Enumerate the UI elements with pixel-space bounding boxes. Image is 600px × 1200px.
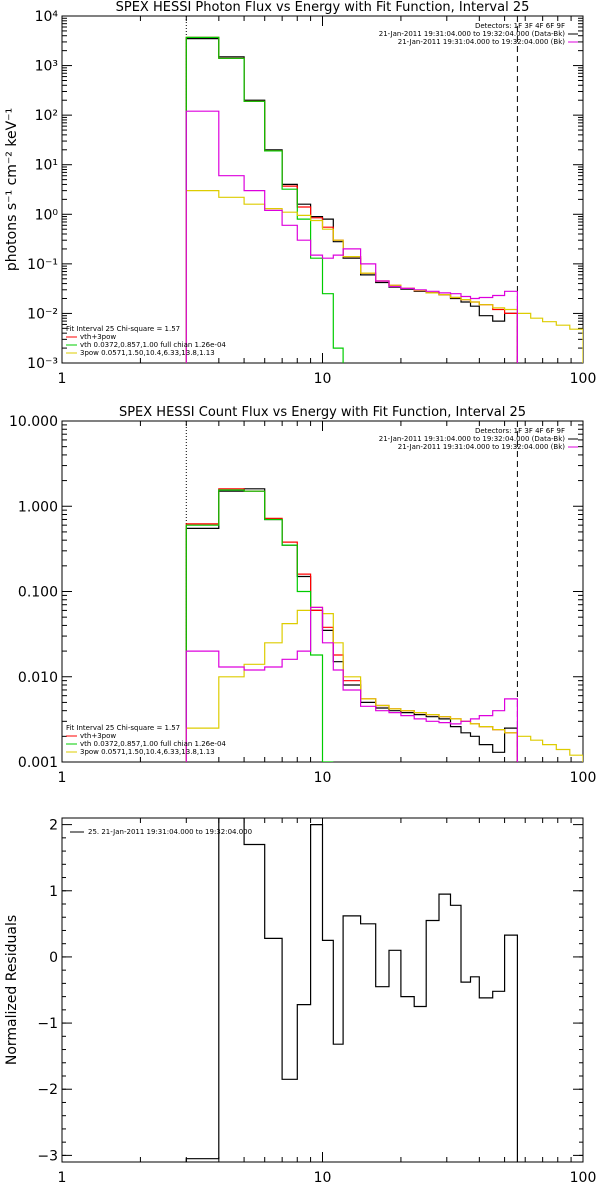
legend-top-text: 21-Jan-2011 19:31:04.000 to 19:32:04.000… [379,435,566,443]
chart-panel-3: 1 10 100 −3 −2 −1 0 1 2 Normalized Residuals 25. 2… [4,817,597,1186]
y-tick-label: 0 [49,950,58,966]
chart-title: SPEX HESSI Count Flux vs Energy with Fit… [119,405,526,420]
x-tick-label: 100 [570,371,597,387]
x-tick-label: 10 [314,770,332,786]
legend-top-text: 21-Jan-2011 19:31:04.000 to 19:32:04.000… [379,30,566,38]
x-tick-label: 1 [58,770,67,786]
y-tick-label: 10.000 [9,414,58,430]
series-group [185,818,518,1162]
legend-top-text: Detectors: 1F 3F 4F 6F 9F [475,22,565,30]
y-tick-label: 10¹ [35,158,58,174]
series-line-5 [185,110,518,363]
y-tick-label: 0.001 [18,755,58,771]
legend-bottom-text: 3pow 0.0571,1.50,10.4,6.33,13.8,1.13 [80,748,215,756]
legend-top-text: 21-Jan-2011 19:31:04.000 to 19:32:04.000… [398,38,566,46]
legend-bottom-text: Fit Interval 25 Chi-square = 1.57 [66,724,180,732]
series-line-1 [185,38,518,363]
legend-top-text: Detectors: 1F 3F 4F 6F 9F [475,427,565,435]
y-tick-label: 1 [49,884,58,900]
x-tick-label: 100 [570,770,597,786]
chart-panel-1: SPEX HESSI Photon Flux vs Energy with Fi… [4,0,596,387]
x-tick-label: 10 [314,1170,332,1186]
y-axis-label: photons s⁻¹ cm⁻² keV⁻¹ [4,108,20,271]
y-tick-label: 10⁻¹ [27,257,58,273]
y-tick-label: 10⁻³ [27,356,58,372]
y-tick-label: 0.100 [18,585,58,601]
legend-top-text: 21-Jan-2011 19:31:04.000 to 19:32:04.000… [398,443,566,451]
legend-bottom-text: vth 0.0372,0.857,1.00 full chian 1.26e-0… [80,740,226,748]
y-tick-label: 10⁰ [35,207,59,223]
x-tick-label: 1 [58,371,67,387]
chart-title: SPEX HESSI Photon Flux vs Energy with Fi… [116,0,530,15]
y-tick-label: 10³ [35,59,58,75]
series-line-4 [185,606,583,762]
y-tick-label: 10⁴ [35,9,59,25]
legend-bottom-text: vth+3pow [80,333,116,341]
x-tick-label: 10 [314,371,332,387]
series-line-1 [185,818,518,1162]
y-tick-label: 10² [35,108,58,124]
y-tick-label: 0.010 [18,670,58,686]
y-tick-label: −3 [37,1148,58,1164]
legend-bottom-text: vth 0.0372,0.857,1.00 full chian 1.26e-0… [80,341,226,349]
series-group [185,488,583,762]
chart-panel-2: SPEX HESSI Count Flux vs Energy with Fit… [9,405,596,786]
y-axis-label: Normalized Residuals [4,915,20,1065]
series-line-3 [185,36,344,363]
series-line-5 [185,606,518,762]
series-line-3 [185,489,334,762]
series-line-4 [185,190,583,363]
legend-bottom-text: Fit Interval 25 Chi-square = 1.57 [66,325,180,333]
y-tick-label: 2 [49,818,58,834]
residual-legend-text: 25. 21-Jan-2011 19:31:04.000 to 19:32:04… [88,828,252,836]
y-tick-label: −1 [37,1016,58,1032]
y-tick-label: 1.000 [18,499,58,515]
series-line-2 [185,36,518,363]
x-tick-label: 100 [570,1170,597,1186]
legend-bottom-text: 3pow 0.0571,1.50,10.4,6.33,13.8,1.13 [80,349,215,357]
x-tick-label: 1 [58,1170,67,1186]
y-tick-label: −2 [37,1082,58,1098]
legend-bottom-text: vth+3pow [80,732,116,740]
y-tick-label: 10⁻² [27,306,58,322]
series-group [185,36,583,363]
